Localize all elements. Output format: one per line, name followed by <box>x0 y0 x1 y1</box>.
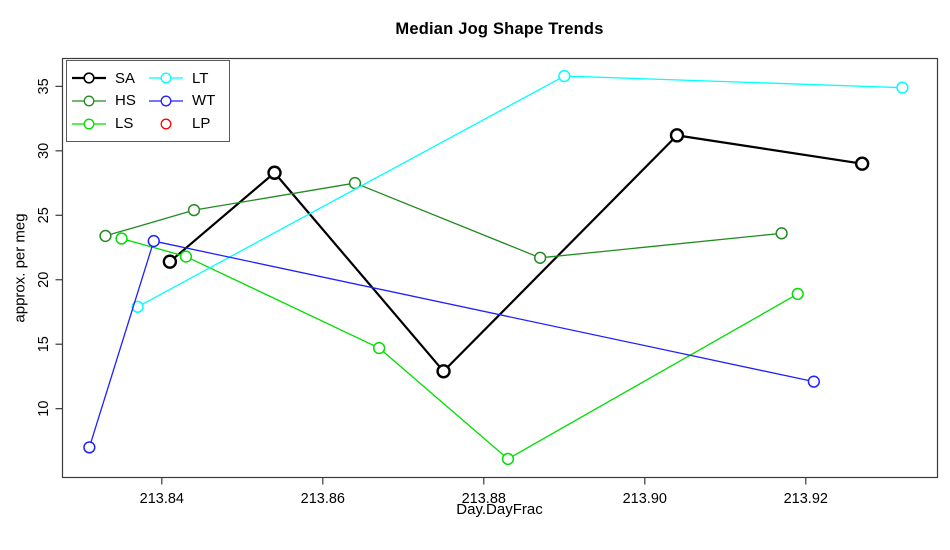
y-tick-label: 35 <box>36 78 52 94</box>
legend-label: WT <box>192 92 216 110</box>
series-SA-point <box>436 364 451 379</box>
legend-line-marker-icon <box>71 116 107 132</box>
series-LS-point <box>179 250 193 263</box>
series-LS-point <box>501 452 515 466</box>
series-WT-line <box>88 240 814 448</box>
series-SA-point <box>854 156 870 171</box>
series-SA-point <box>669 128 685 143</box>
x-tick-label: 213.86 <box>301 491 345 507</box>
legend-line-marker-icon <box>71 70 107 86</box>
series-LS-point <box>373 341 386 355</box>
legend-item-WT: WT <box>148 90 225 113</box>
legend-item-LP: LP <box>148 112 225 135</box>
series-HS-point <box>348 176 362 190</box>
series-SA-point <box>162 254 178 269</box>
series-WT-point <box>83 441 96 454</box>
y-tick-label: 30 <box>36 143 52 159</box>
legend-line-marker-icon <box>148 70 184 86</box>
y-tick-label: 10 <box>36 401 52 417</box>
legend: SA HS LS LT WT LP <box>66 60 230 142</box>
series-LT-point <box>558 69 571 83</box>
y-tick-label: 25 <box>36 207 52 223</box>
series-LS-line <box>121 237 799 460</box>
legend-item-HS: HS <box>71 90 148 113</box>
legend-line-marker-icon <box>148 93 184 109</box>
x-axis-label: Day.DayFrac <box>456 501 543 518</box>
x-tick-label: 213.88 <box>462 491 506 507</box>
legend-item-LT: LT <box>148 67 225 90</box>
series-HS-point <box>534 251 547 264</box>
series-SA-point <box>267 165 282 180</box>
legend-label: HS <box>115 92 136 110</box>
legend-circle-icon <box>148 116 184 132</box>
series-HS-line <box>105 182 782 259</box>
series-LS-point <box>791 287 804 301</box>
legend-label: LS <box>115 115 134 133</box>
legend-item-SA: SA <box>71 67 148 90</box>
x-tick-label: 213.92 <box>784 491 828 507</box>
series-LT-point <box>896 81 909 94</box>
series-WT-point <box>147 234 160 248</box>
legend-label: SA <box>115 69 136 87</box>
series-LS-point <box>115 232 128 245</box>
y-axis-label: approx. per meg <box>11 213 29 323</box>
series-HS-point <box>99 229 112 243</box>
y-tick-label: 20 <box>36 272 52 288</box>
legend-line-marker-icon <box>71 93 107 109</box>
y-tick-label: 15 <box>36 336 52 352</box>
x-tick-label: 213.84 <box>140 491 184 507</box>
series-HS-point <box>187 203 201 217</box>
legend-label: LP <box>192 115 211 133</box>
chart-title: Median Jog Shape Trends <box>395 20 604 38</box>
plot-box <box>61 57 939 479</box>
legend-item-LS: LS <box>71 112 148 135</box>
series-LT-point <box>131 300 144 313</box>
series-WT-point <box>807 375 820 388</box>
legend-label: LT <box>192 69 209 87</box>
x-tick-label: 213.90 <box>623 491 667 507</box>
series-HS-point <box>775 227 788 240</box>
